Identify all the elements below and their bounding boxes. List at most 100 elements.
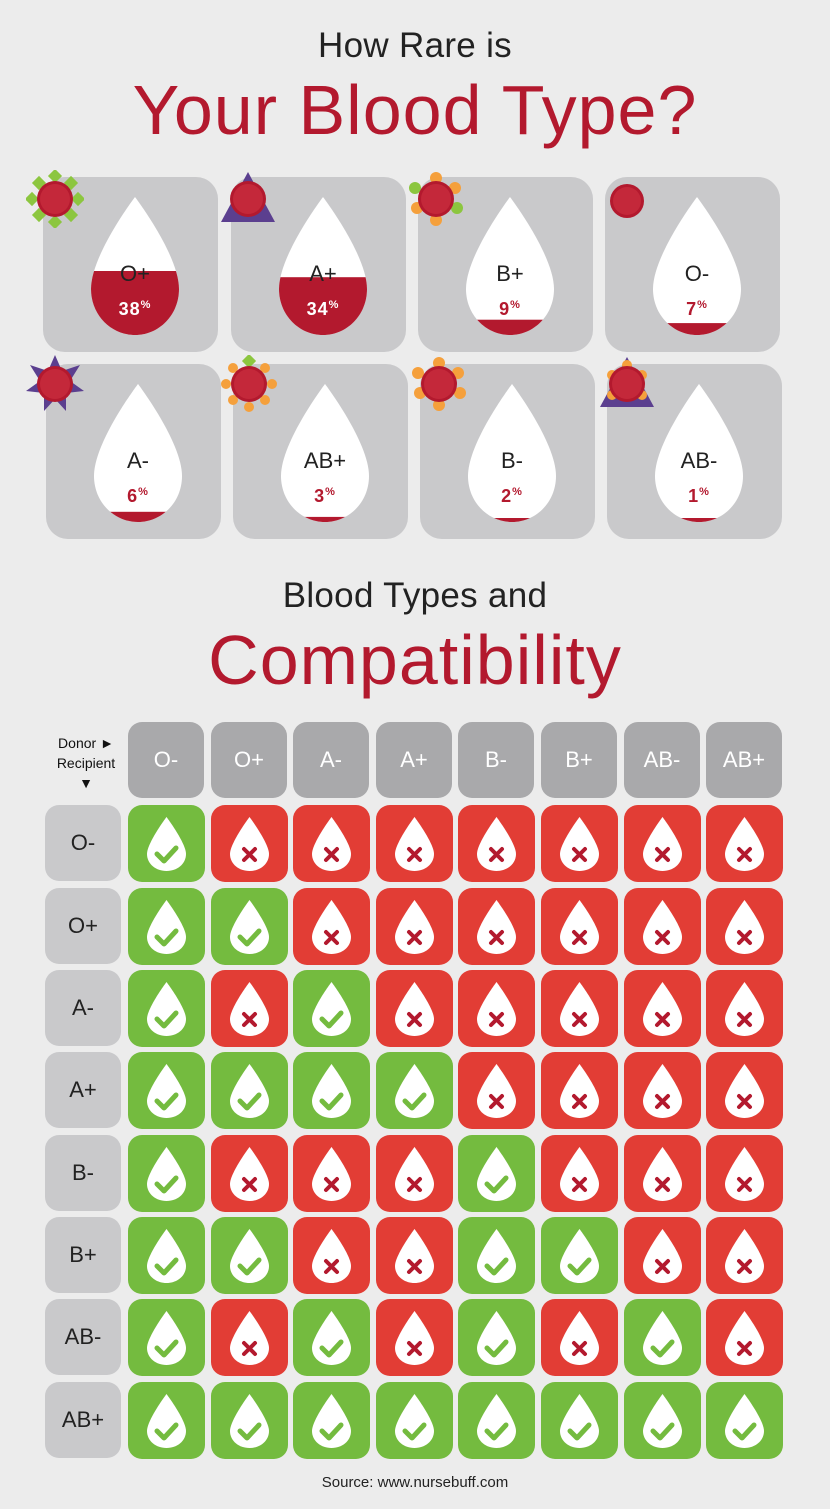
blood-cell-icon bbox=[26, 355, 84, 413]
blood-type-percent: 1% bbox=[651, 486, 747, 507]
axis-legend: Donor ► Recipient ▼ bbox=[40, 733, 132, 793]
blood-type-label: B- bbox=[501, 448, 523, 473]
blood-cell-icon bbox=[407, 170, 465, 228]
check-drop-icon bbox=[477, 1147, 516, 1201]
incompatible-cell bbox=[706, 1135, 783, 1212]
incompatible-cell bbox=[624, 1135, 701, 1212]
check-drop-icon bbox=[147, 1064, 186, 1118]
incompatible-cell bbox=[458, 888, 535, 965]
cross-drop-icon bbox=[230, 1311, 269, 1365]
percent-value: 3 bbox=[314, 486, 326, 506]
cross-drop-icon bbox=[230, 1147, 269, 1201]
blood-type-percent: 38% bbox=[87, 299, 183, 320]
blood-cell-icon bbox=[220, 355, 278, 413]
incompatible-cell bbox=[376, 805, 453, 882]
percent-sign: % bbox=[138, 486, 149, 498]
compatible-cell bbox=[128, 1217, 205, 1294]
cross-drop-icon bbox=[725, 982, 764, 1036]
percent-value: 6 bbox=[127, 486, 139, 506]
donor-label: Donor ► bbox=[58, 735, 114, 751]
cross-drop-icon bbox=[560, 982, 599, 1036]
cross-drop-icon bbox=[395, 1147, 434, 1201]
cross-drop-icon bbox=[560, 1064, 599, 1118]
drop-fill-level bbox=[466, 319, 554, 335]
recipient-arrow: ▼ bbox=[79, 775, 93, 791]
incompatible-cell bbox=[376, 888, 453, 965]
percent-value: 2 bbox=[501, 486, 513, 506]
percent-value: 1 bbox=[688, 486, 700, 506]
compatible-cell bbox=[128, 888, 205, 965]
incompatible-cell bbox=[541, 805, 618, 882]
recipient-header: B- bbox=[45, 1135, 121, 1211]
cross-drop-icon bbox=[477, 900, 516, 954]
rarity-card: A- 6% bbox=[46, 364, 221, 539]
compatible-cell bbox=[293, 1382, 370, 1459]
cross-drop-icon bbox=[395, 900, 434, 954]
incompatible-cell bbox=[541, 1052, 618, 1129]
cross-drop-icon bbox=[643, 817, 682, 871]
incompatible-cell bbox=[706, 805, 783, 882]
recipient-header: A- bbox=[45, 970, 121, 1046]
percent-value: 7 bbox=[686, 299, 698, 319]
percent-value: 38 bbox=[118, 299, 141, 319]
incompatible-cell bbox=[458, 805, 535, 882]
cross-drop-icon bbox=[395, 1229, 434, 1283]
blood-type-label: AB- bbox=[680, 448, 718, 473]
donor-header: AB- bbox=[624, 722, 700, 798]
incompatible-cell bbox=[458, 1052, 535, 1129]
compatible-cell bbox=[376, 1382, 453, 1459]
cross-drop-icon bbox=[725, 1311, 764, 1365]
incompatible-cell bbox=[293, 1217, 370, 1294]
check-drop-icon bbox=[477, 1394, 516, 1448]
compatible-cell bbox=[376, 1052, 453, 1129]
check-drop-icon bbox=[643, 1311, 682, 1365]
blood-cell-icon bbox=[410, 355, 468, 413]
cross-drop-icon bbox=[725, 900, 764, 954]
cross-drop-icon bbox=[725, 1229, 764, 1283]
blood-drop-icon: A- 6% bbox=[90, 380, 186, 526]
compatible-cell bbox=[624, 1299, 701, 1376]
compatible-cell bbox=[128, 1052, 205, 1129]
donor-header: A+ bbox=[376, 722, 452, 798]
percent-sign: % bbox=[512, 486, 523, 498]
incompatible-cell bbox=[458, 970, 535, 1047]
drop-fill-level bbox=[653, 323, 741, 335]
incompatible-cell bbox=[706, 1052, 783, 1129]
cross-drop-icon bbox=[643, 1147, 682, 1201]
compatible-cell bbox=[128, 1299, 205, 1376]
check-drop-icon bbox=[230, 1064, 269, 1118]
cross-drop-icon bbox=[560, 817, 599, 871]
check-drop-icon bbox=[230, 900, 269, 954]
source-credit: Source: www.nursebuff.com bbox=[321, 1474, 509, 1491]
incompatible-cell bbox=[624, 1052, 701, 1129]
incompatible-cell bbox=[211, 970, 288, 1047]
cross-drop-icon bbox=[395, 817, 434, 871]
recipient-header: AB+ bbox=[45, 1382, 121, 1458]
cross-drop-icon bbox=[395, 1311, 434, 1365]
incompatible-cell bbox=[211, 1299, 288, 1376]
cross-drop-icon bbox=[395, 982, 434, 1036]
percent-sign: % bbox=[510, 299, 521, 311]
incompatible-cell bbox=[624, 970, 701, 1047]
cross-drop-icon bbox=[230, 817, 269, 871]
check-drop-icon bbox=[147, 817, 186, 871]
check-drop-icon bbox=[147, 982, 186, 1036]
recipient-label: Recipient bbox=[56, 755, 116, 771]
donor-header: A- bbox=[293, 722, 369, 798]
cross-drop-icon bbox=[643, 982, 682, 1036]
incompatible-cell bbox=[541, 1299, 618, 1376]
incompatible-cell bbox=[376, 1217, 453, 1294]
recipient-header: O+ bbox=[45, 888, 121, 964]
cross-drop-icon bbox=[643, 900, 682, 954]
cross-drop-icon bbox=[725, 1064, 764, 1118]
cross-drop-icon bbox=[312, 1229, 351, 1283]
compatible-cell bbox=[211, 1382, 288, 1459]
incompatible-cell bbox=[541, 888, 618, 965]
drop-fill-level bbox=[281, 516, 369, 522]
compatible-cell bbox=[458, 1135, 535, 1212]
compatible-cell bbox=[293, 970, 370, 1047]
rarity-card: A+ 34% bbox=[231, 177, 406, 352]
check-drop-icon bbox=[230, 1394, 269, 1448]
blood-type-label: O+ bbox=[120, 261, 150, 286]
incompatible-cell bbox=[293, 888, 370, 965]
